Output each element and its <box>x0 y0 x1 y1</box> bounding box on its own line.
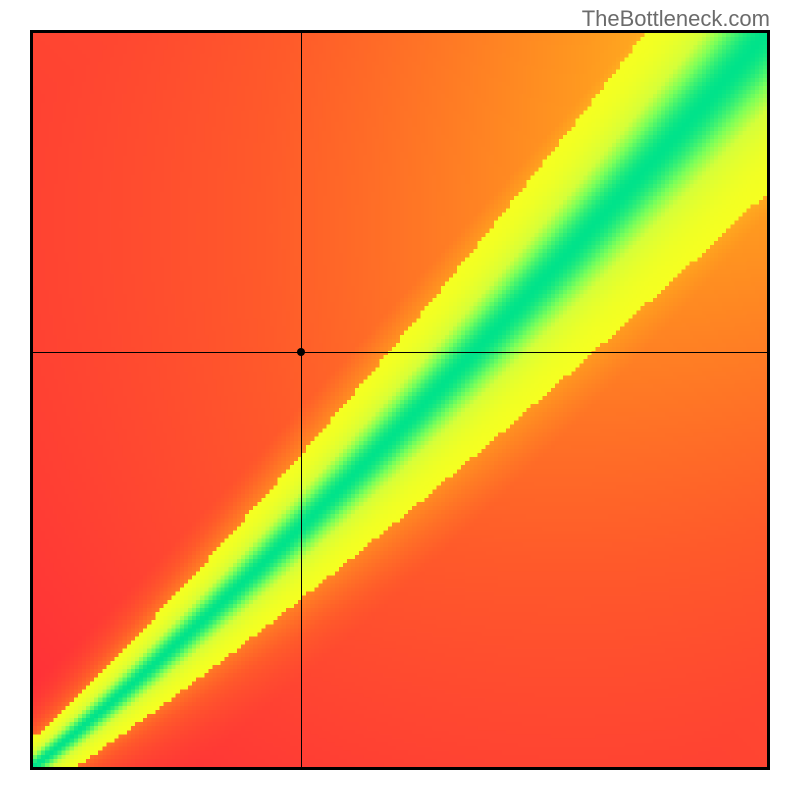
crosshair-vertical <box>301 33 302 767</box>
watermark-text: TheBottleneck.com <box>582 6 770 32</box>
crosshair-horizontal <box>33 352 767 353</box>
heatmap-canvas <box>33 33 767 767</box>
chart-container: TheBottleneck.com <box>0 0 800 800</box>
plot-frame <box>30 30 770 770</box>
marker-dot <box>297 348 305 356</box>
